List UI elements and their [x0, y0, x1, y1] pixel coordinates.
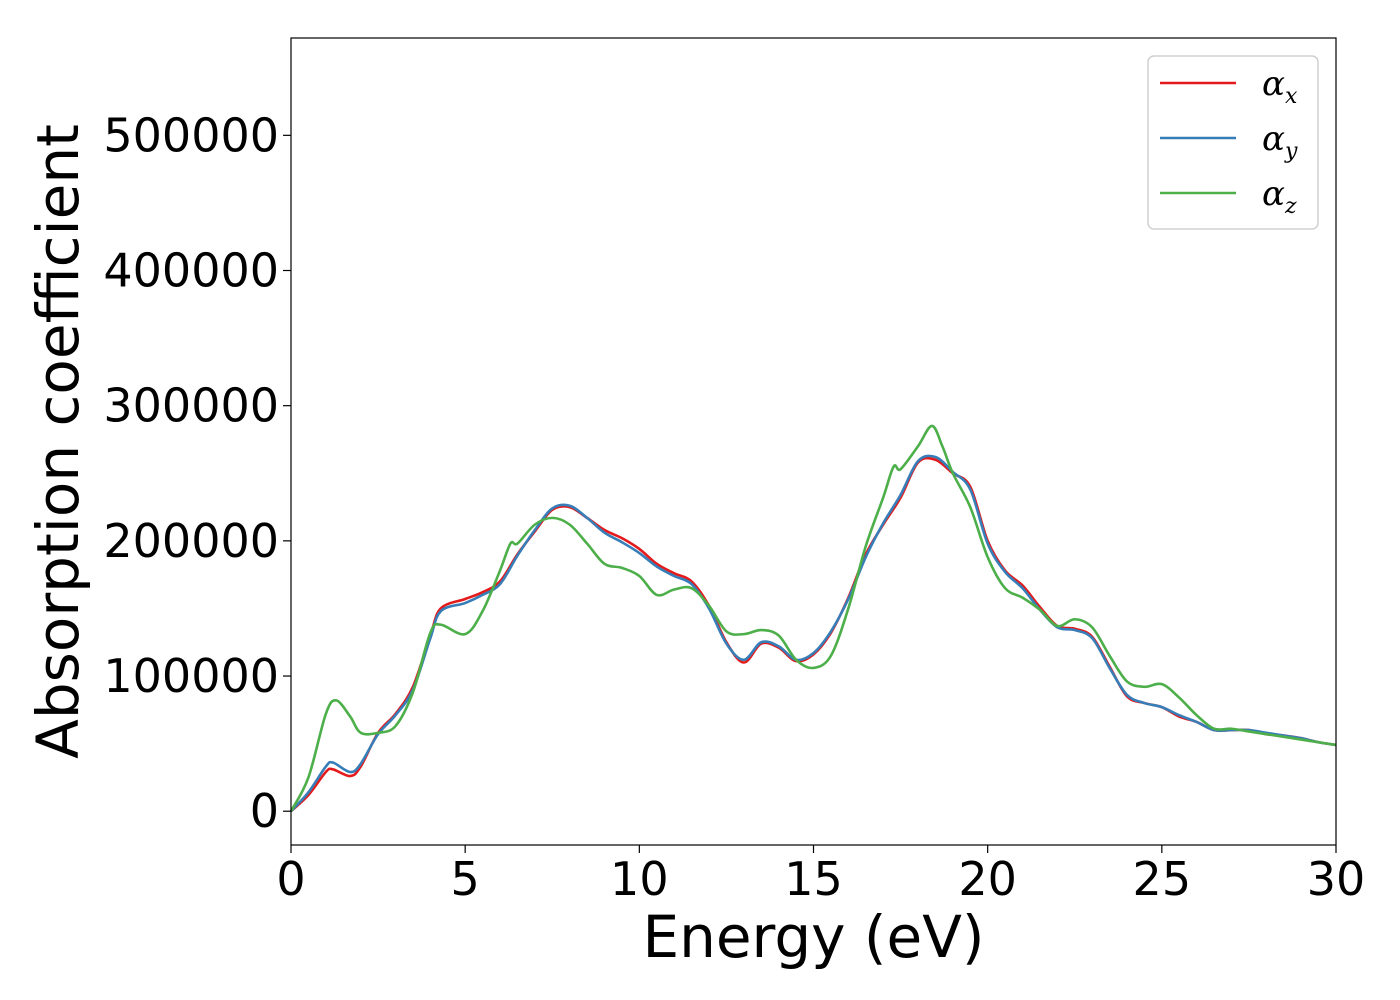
x-tick-label: 25: [1133, 852, 1192, 906]
series-line-x: [290, 456, 1337, 813]
x-axis-ticks: 0 5 10 15 20 25 30: [276, 845, 1365, 906]
x-tick-label: 20: [958, 852, 1017, 906]
plot-lines: [289, 424, 1337, 813]
x-tick-label: 30: [1307, 852, 1366, 906]
legend-label-z: αz: [1262, 174, 1297, 219]
y-tick-label: 200000: [103, 514, 279, 568]
y-tick-label: 300000: [103, 379, 279, 433]
x-tick-label: 10: [610, 852, 669, 906]
legend-box: [1147, 55, 1319, 230]
y-axis-title: Absorption coefficient: [24, 124, 92, 759]
x-tick-label: 15: [784, 852, 843, 906]
series-line-y: [290, 454, 1337, 813]
y-tick-label: 400000: [103, 244, 279, 298]
x-axis-title: Energy (eV): [642, 903, 984, 971]
y-tick-label: 500000: [103, 108, 279, 162]
x-tick-label: 5: [451, 852, 480, 906]
y-axis-ticks: 0 100000 200000 300000 400000 500000: [103, 108, 291, 838]
series-line-z: [289, 424, 1337, 812]
legend: αx αy αz: [1147, 55, 1319, 230]
legend-label-x: αx: [1262, 64, 1298, 109]
x-tick-label: 0: [276, 852, 305, 906]
y-tick-label: 0: [250, 784, 279, 838]
legend-label-y: αy: [1262, 119, 1298, 164]
y-tick-label: 100000: [103, 649, 279, 703]
